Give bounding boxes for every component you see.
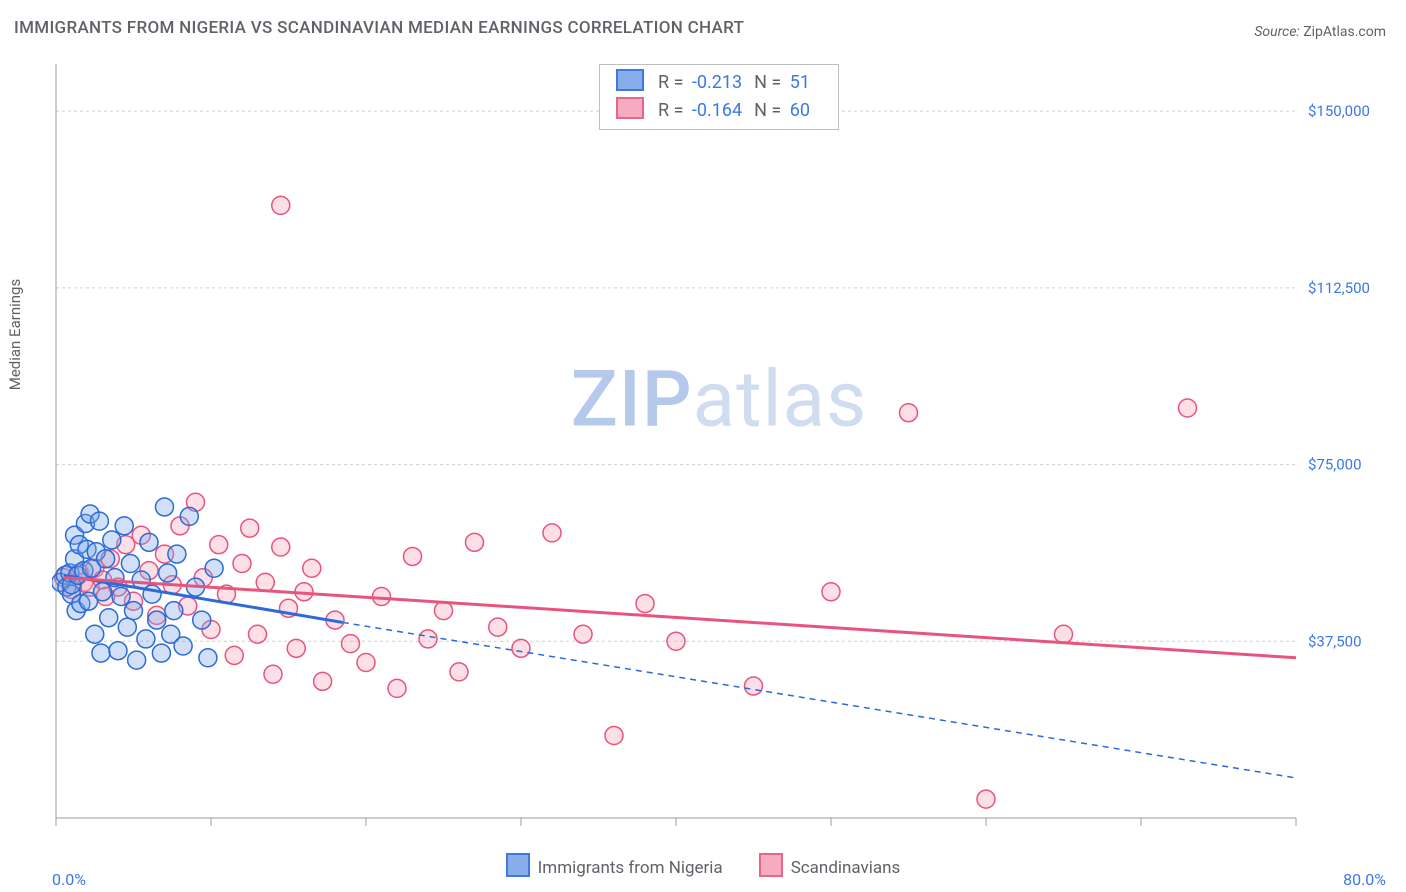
data-point (159, 564, 177, 582)
data-point (225, 646, 243, 664)
data-point (193, 611, 211, 629)
data-point (115, 517, 133, 535)
data-point (1055, 625, 1073, 643)
data-point (287, 639, 305, 657)
data-point (574, 625, 592, 643)
data-point (512, 639, 530, 657)
chart-title: IMMIGRANTS FROM NIGERIA VS SCANDINAVIAN … (14, 18, 744, 38)
stats-swatch (616, 97, 644, 119)
data-point (272, 196, 290, 214)
data-point (745, 677, 763, 695)
data-point (450, 663, 468, 681)
data-point (121, 555, 139, 573)
data-point (241, 519, 259, 537)
r-label: R = (658, 72, 683, 93)
n-value: 60 (790, 100, 810, 121)
data-point (1179, 399, 1197, 417)
data-point (165, 602, 183, 620)
data-point (156, 498, 174, 516)
data-point (109, 642, 127, 660)
data-point (900, 404, 918, 422)
data-point (168, 545, 186, 563)
source-value: ZipAtlas.com (1303, 24, 1386, 40)
n-value: 51 (790, 72, 810, 93)
stats-row: R = -0.213 N = 51 (616, 69, 822, 97)
plot-area: R = -0.213N = 51R = -0.164N = 60 ZIPatla… (52, 60, 1386, 832)
data-point (303, 559, 321, 577)
data-point (357, 653, 375, 671)
legend-swatch (506, 853, 530, 877)
data-point (605, 727, 623, 745)
r-value: -0.164 (692, 100, 742, 121)
data-point (174, 637, 192, 655)
data-point (90, 512, 108, 530)
data-point (97, 550, 115, 568)
n-label: N = (754, 72, 781, 93)
data-point (125, 602, 143, 620)
data-point (249, 625, 267, 643)
data-point (199, 649, 217, 667)
data-point (543, 524, 561, 542)
data-point (137, 630, 155, 648)
correlation-stats-box: R = -0.213 N = 51 R = -0.164 N = 60 (599, 64, 839, 130)
data-point (128, 651, 146, 669)
data-point (180, 507, 198, 525)
data-point (112, 588, 130, 606)
data-point (977, 790, 995, 808)
y-axis-label: Median Earnings (6, 279, 24, 390)
source-label: Source: (1254, 24, 1303, 40)
scatter-svg: $37,500 $75,000 $112,500 $150,000 (52, 60, 1386, 832)
source-attribution: Source: ZipAtlas.com (1254, 24, 1386, 40)
data-point (822, 583, 840, 601)
y-tick-label: $37,500 (1308, 632, 1362, 650)
data-point (256, 573, 274, 591)
data-point (314, 672, 332, 690)
y-tick-label: $112,500 (1308, 279, 1370, 297)
data-point (118, 618, 136, 636)
data-point (435, 602, 453, 620)
data-point (419, 630, 437, 648)
stats-row: R = -0.164 N = 60 (616, 97, 822, 125)
stats-swatch (616, 69, 644, 91)
y-tick-label: $150,000 (1308, 102, 1370, 120)
n-label: N = (754, 100, 781, 121)
data-point (152, 644, 170, 662)
legend-item: Scandinavians (759, 858, 901, 878)
data-point (103, 531, 121, 549)
r-label: R = (658, 100, 683, 121)
legend-swatch (759, 853, 783, 877)
data-point (667, 632, 685, 650)
data-point (388, 679, 406, 697)
data-point (205, 559, 223, 577)
legend-item: Immigrants from Nigeria (506, 858, 723, 878)
data-point (636, 595, 654, 613)
legend-label: Scandinavians (791, 858, 901, 878)
data-point (94, 583, 112, 601)
y-tick-label: $75,000 (1308, 456, 1362, 474)
data-point (404, 547, 422, 565)
data-point (342, 635, 360, 653)
data-point (264, 665, 282, 683)
data-point (100, 609, 118, 627)
r-value: -0.213 (692, 72, 742, 93)
bottom-legend: Immigrants from Nigeria Scandinavians (0, 853, 1406, 878)
data-point (92, 644, 110, 662)
data-point (86, 625, 104, 643)
data-point (466, 533, 484, 551)
data-point (272, 538, 290, 556)
data-point (148, 611, 166, 629)
data-point (210, 536, 228, 554)
legend-label: Immigrants from Nigeria (538, 858, 723, 878)
data-point (489, 618, 507, 636)
data-point (233, 555, 251, 573)
data-point (140, 533, 158, 551)
